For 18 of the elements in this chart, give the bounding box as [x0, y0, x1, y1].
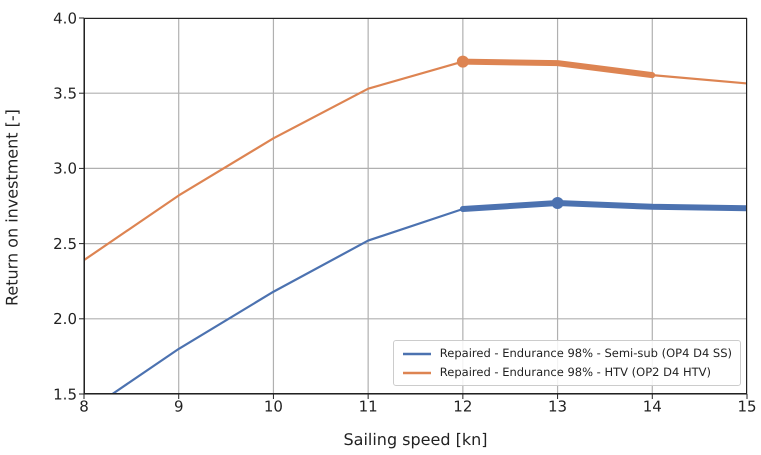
- x-tick-label: 11: [358, 398, 378, 416]
- x-tick-label: 10: [264, 398, 283, 416]
- legend-label: Repaired - Endurance 98% - Semi-sub (OP4 D4 SS): [440, 345, 732, 362]
- y-tick-label: 3.5: [53, 84, 77, 103]
- y-axis-title: Return on investment [-]: [2, 109, 22, 306]
- x-tick-label: 12: [453, 398, 472, 416]
- x-tick-label: 14: [642, 398, 662, 416]
- x-tick-label: 9: [174, 398, 184, 416]
- legend-label: Repaired - Endurance 98% - HTV (OP2 D4 HTV): [440, 364, 711, 381]
- y-tick-label: 4.0: [53, 9, 77, 28]
- y-tick-label: 2.5: [53, 234, 77, 253]
- y-tick-label: 2.0: [53, 310, 77, 328]
- y-tick-label: 3.0: [53, 160, 77, 178]
- x-tick-label: 13: [548, 398, 568, 416]
- x-axis-title: Sailing speed [kn]: [344, 430, 488, 449]
- x-tick-label: 15: [737, 398, 757, 416]
- x-tick-label: 8: [79, 398, 89, 416]
- y-tick-label: 1.5: [53, 385, 77, 404]
